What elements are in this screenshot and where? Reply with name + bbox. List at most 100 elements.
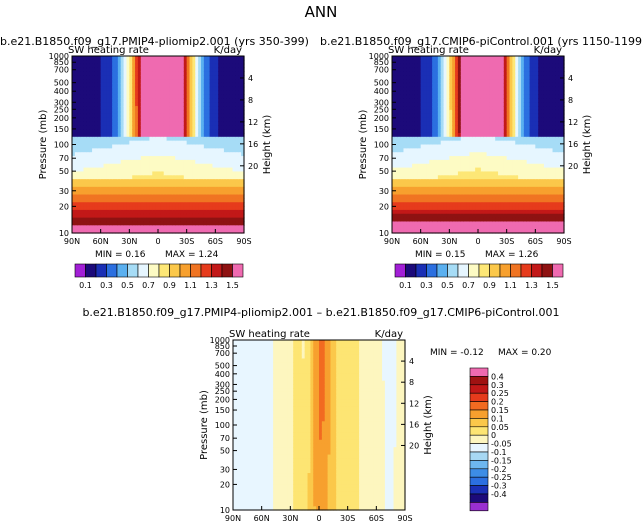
- field-cell: [457, 156, 462, 161]
- field-cell: [478, 121, 482, 126]
- field-cell: [129, 198, 133, 203]
- field-cell: [223, 159, 228, 165]
- field-cell: [155, 132, 159, 138]
- field-cell: [229, 171, 234, 176]
- field-cell: [518, 136, 522, 142]
- field-cell: [235, 206, 239, 211]
- field-cell: [515, 175, 519, 180]
- field-cell: [135, 225, 139, 230]
- field-cell: [229, 144, 234, 149]
- field-cell: [449, 198, 453, 203]
- field-cell: [449, 190, 453, 196]
- field-cell: [160, 194, 165, 199]
- field-cell: [423, 182, 427, 188]
- field-cell: [235, 148, 239, 153]
- field-cell: [103, 90, 107, 96]
- field-cell: [172, 79, 176, 84]
- field-cell: [460, 202, 465, 207]
- field-cell: [155, 90, 159, 96]
- field-cell: [89, 129, 93, 134]
- field-cell: [218, 179, 222, 184]
- field-cell: [132, 159, 136, 165]
- field-cell: [180, 213, 185, 219]
- field-cell: [489, 179, 493, 184]
- field-cell: [518, 67, 522, 72]
- field-cell: [160, 144, 165, 149]
- field-cell: [215, 163, 219, 169]
- field-cell: [106, 167, 110, 173]
- field-cell: [120, 206, 125, 211]
- field-cell: [123, 198, 128, 203]
- field-cell: [506, 136, 511, 142]
- field-cell: [189, 202, 193, 207]
- field-cell: [400, 163, 405, 169]
- field-cell: [446, 129, 450, 134]
- field-cell: [403, 190, 407, 196]
- field-cell: [406, 159, 410, 165]
- field-cell: [198, 136, 202, 142]
- field-cell: [126, 140, 130, 146]
- field-cell: [455, 98, 459, 103]
- field-cell: [412, 94, 416, 99]
- field-cell: [83, 225, 87, 230]
- field-cell: [500, 59, 505, 65]
- field-cell: [521, 79, 525, 84]
- field-cell: [203, 167, 208, 173]
- field-cell: [72, 86, 76, 92]
- field-cell: [472, 152, 476, 157]
- field-cell: [92, 117, 96, 123]
- field-cell: [478, 213, 482, 219]
- field-cell: [123, 225, 128, 230]
- field-cell: [400, 117, 405, 123]
- field-cell: [83, 194, 87, 199]
- field-cell: [100, 221, 105, 226]
- field-cell: [83, 94, 87, 99]
- field-cell: [152, 179, 156, 184]
- field-cell: [180, 98, 185, 103]
- field-cell: [392, 148, 396, 153]
- field-cell: [135, 106, 139, 111]
- field-cell: [480, 190, 485, 196]
- field-cell: [155, 129, 159, 134]
- field-cell: [406, 113, 410, 119]
- field-cell: [158, 167, 162, 173]
- field-cell: [172, 94, 176, 99]
- field-cell: [172, 206, 176, 211]
- field-cell: [186, 179, 191, 184]
- field-cell: [74, 148, 79, 153]
- field-cell: [209, 129, 214, 134]
- field-cell: [406, 221, 410, 226]
- field-cell: [221, 202, 225, 207]
- field-cell: [503, 163, 508, 169]
- field-cell: [423, 56, 427, 61]
- field-cell: [100, 56, 105, 61]
- field-cell: [169, 221, 173, 226]
- field-cell: [126, 102, 130, 107]
- field-cell: [140, 109, 145, 115]
- field-cell: [218, 113, 222, 119]
- field-cell: [486, 106, 491, 111]
- field-cell: [169, 59, 173, 65]
- field-cell: [478, 156, 482, 161]
- field-cell: [83, 221, 87, 226]
- field-cell: [446, 186, 450, 192]
- field-cell: [500, 113, 505, 119]
- field-cell: [463, 206, 468, 211]
- field-cell: [489, 167, 493, 173]
- field-cell: [163, 109, 168, 115]
- field-cell: [198, 144, 202, 149]
- field-cell: [489, 75, 493, 80]
- field-cell: [392, 140, 396, 146]
- field-cell: [440, 163, 445, 169]
- field-cell: [495, 56, 499, 61]
- field-cell: [480, 167, 485, 173]
- field-cell: [86, 59, 90, 65]
- field-cell: [201, 217, 205, 223]
- field-cell: [189, 194, 193, 199]
- field-cell: [423, 125, 427, 130]
- field-cell: [226, 59, 231, 65]
- field-cell: [414, 144, 419, 149]
- field-cell: [135, 179, 139, 184]
- field-cell: [403, 225, 407, 230]
- field-cell: [155, 156, 159, 161]
